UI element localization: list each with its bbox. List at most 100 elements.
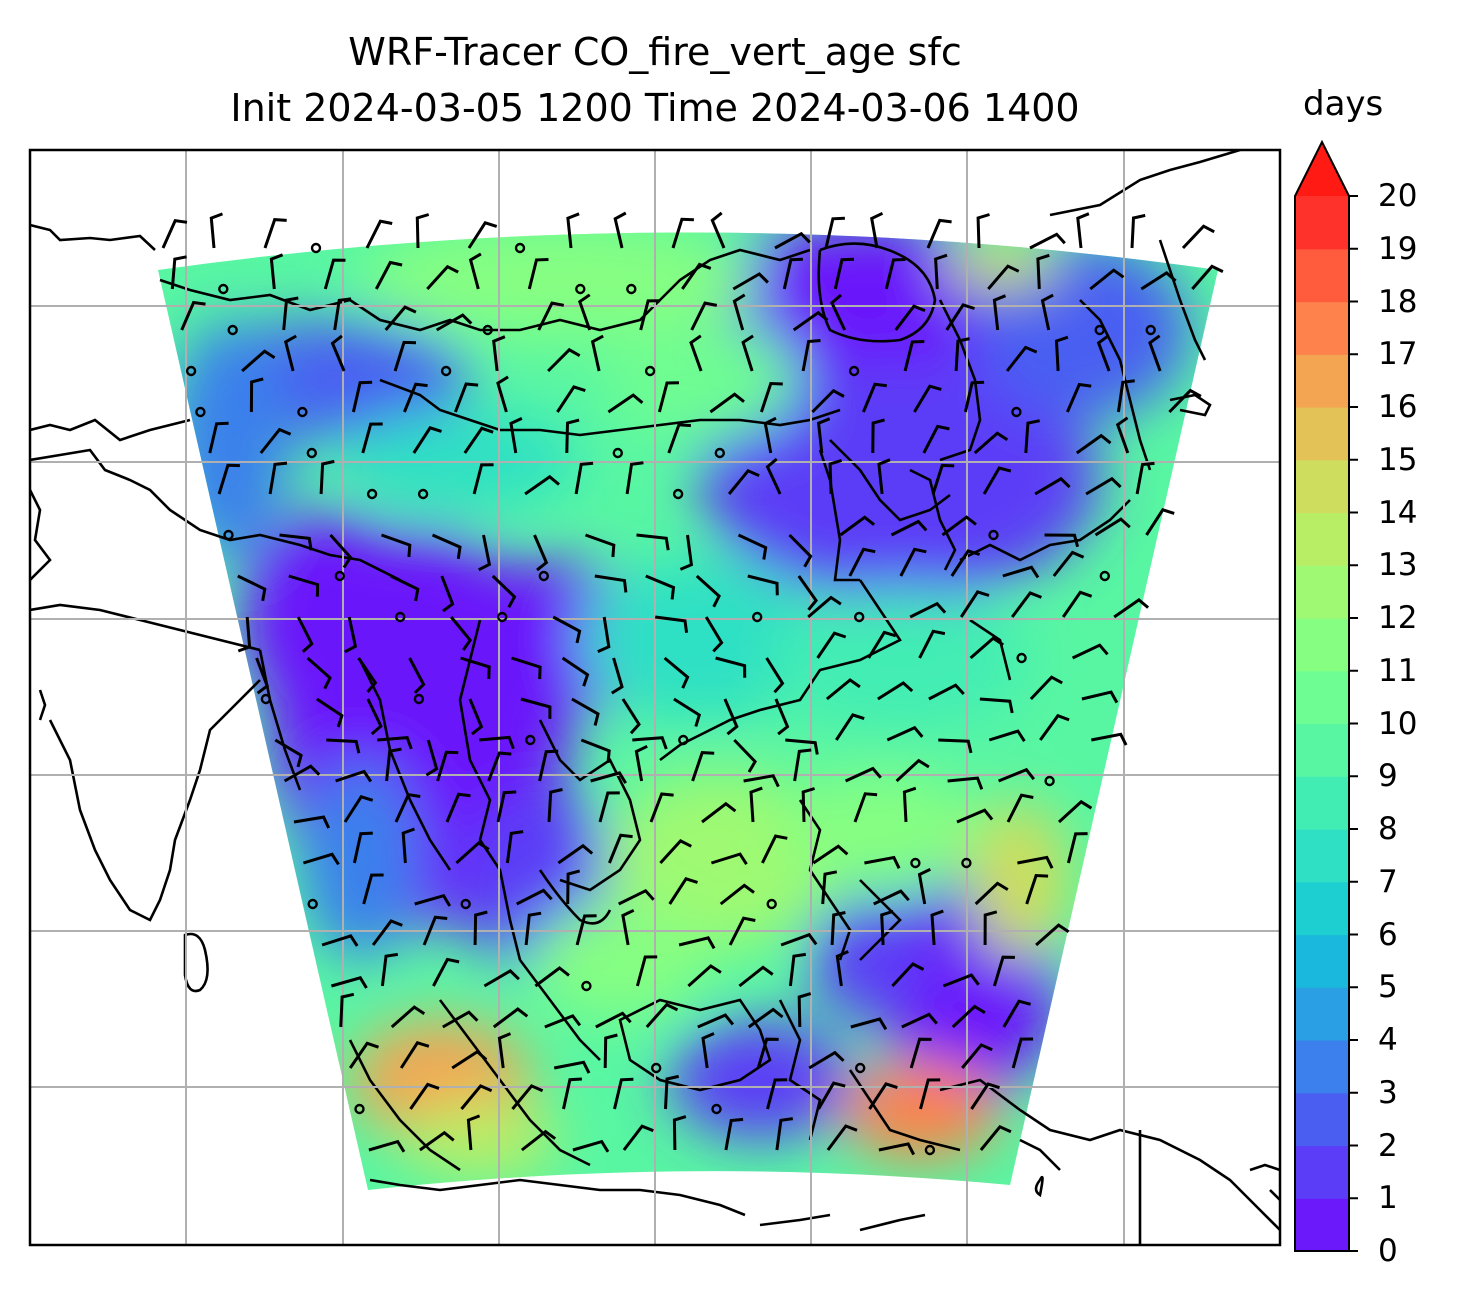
wind-barb [377, 736, 413, 750]
wind-barb [954, 337, 970, 372]
wind-barb [574, 461, 594, 495]
wind-barb [747, 574, 779, 596]
wind-barb [853, 792, 878, 823]
wind-barb [408, 657, 426, 694]
calm-wind-circle [223, 529, 234, 541]
wind-barb [664, 1074, 680, 1110]
wind-barb [1036, 253, 1050, 290]
calm-wind-circle [227, 324, 238, 336]
wind-barb [678, 936, 716, 950]
wind-barb [884, 258, 906, 290]
wind-barb [873, 889, 910, 906]
wind-barb [380, 533, 412, 558]
wind-barb [792, 310, 829, 332]
wind-barb [825, 678, 861, 701]
wind-barb [436, 750, 459, 782]
wind-barb [816, 631, 847, 659]
wind-barb [527, 258, 549, 290]
wind-barb [180, 300, 206, 331]
colorbar-segment [1295, 1092, 1349, 1147]
colorbar-segment [1295, 881, 1349, 936]
calm-wind-circle [366, 488, 378, 500]
calm-wind-circle [334, 570, 345, 582]
wind-barb [571, 697, 600, 726]
wind-barb [868, 1082, 898, 1110]
calm-wind-circle [497, 611, 508, 623]
wind-barb [473, 910, 488, 946]
wind-barb [279, 533, 313, 551]
wind-barb [622, 1124, 654, 1151]
wind-barb [497, 1032, 512, 1069]
wind-barb [524, 474, 560, 496]
colorbar-unit-label: days [1303, 84, 1384, 124]
wind-barb [472, 463, 494, 495]
wind-barb [922, 424, 950, 454]
colorbar-tick-label: 10 [1378, 705, 1418, 742]
wind-barb [274, 738, 303, 768]
wind-barb [161, 218, 188, 249]
wind-barb [409, 1082, 440, 1110]
wind-barb [636, 533, 670, 551]
wind-barb [1057, 799, 1093, 824]
wind-barb [1076, 212, 1090, 249]
wind-barb [704, 616, 724, 653]
wind-barb [621, 698, 641, 735]
wind-barb [425, 739, 439, 777]
wind-barb [562, 1077, 582, 1110]
wind-barb [824, 216, 845, 249]
wind-barb [520, 1129, 557, 1152]
colorbar-tick-label: 4 [1378, 1022, 1398, 1058]
wind-barb [759, 381, 783, 413]
wind-barb [817, 1081, 846, 1110]
wind-barb [728, 916, 756, 946]
wind-barb [401, 827, 416, 864]
colorbar-tick-label: 7 [1378, 863, 1398, 900]
wind-barb [618, 888, 655, 906]
wind-barb [339, 992, 355, 1028]
wind-barb [793, 748, 812, 782]
calm-wind-circle [1016, 652, 1027, 664]
wind-barb [639, 299, 661, 331]
wind-barb [414, 893, 452, 907]
wind-barb [1034, 476, 1071, 496]
calm-wind-circle [910, 857, 921, 869]
wind-barb [938, 738, 973, 754]
wind-barb [217, 463, 240, 495]
wind-barb [435, 313, 473, 332]
colorbar-tick-label: 2 [1378, 1127, 1398, 1164]
wind-barb [607, 393, 644, 414]
wind-barb [412, 426, 442, 454]
wind-barb [886, 725, 924, 742]
wind-barb [1006, 793, 1034, 823]
wind-barb [973, 431, 1009, 455]
wind-barb [830, 911, 846, 946]
wind-barb [1081, 690, 1119, 704]
wind-barb [850, 1017, 888, 1031]
calm-wind-circle [752, 611, 763, 623]
wind-barb [998, 767, 1035, 783]
colorbar-tick-label: 11 [1378, 652, 1418, 689]
wind-barb [1002, 999, 1031, 1028]
colorbar-segment [1295, 459, 1349, 514]
wind-barb [880, 909, 894, 946]
wind-barb [839, 515, 876, 537]
wind-barb [293, 815, 331, 829]
colorbar-segment [1295, 670, 1349, 725]
calm-wind-circle [310, 242, 322, 254]
colorbar-segment [1295, 1040, 1349, 1094]
wind-barb [788, 952, 807, 987]
wind-barb [690, 301, 718, 331]
calm-wind-circle [581, 980, 592, 992]
wind-barb [352, 831, 373, 864]
wind-barb [812, 844, 849, 865]
wind-barb [635, 955, 658, 987]
wind-barb [1054, 335, 1069, 372]
calm-wind-circle [1099, 570, 1111, 582]
wind-barb [333, 297, 352, 331]
wind-barb [733, 738, 757, 773]
wind-barb [537, 301, 565, 331]
wind-barb [899, 547, 927, 577]
colorbar-tick-label: 14 [1378, 494, 1418, 531]
wind-barb [833, 257, 855, 290]
